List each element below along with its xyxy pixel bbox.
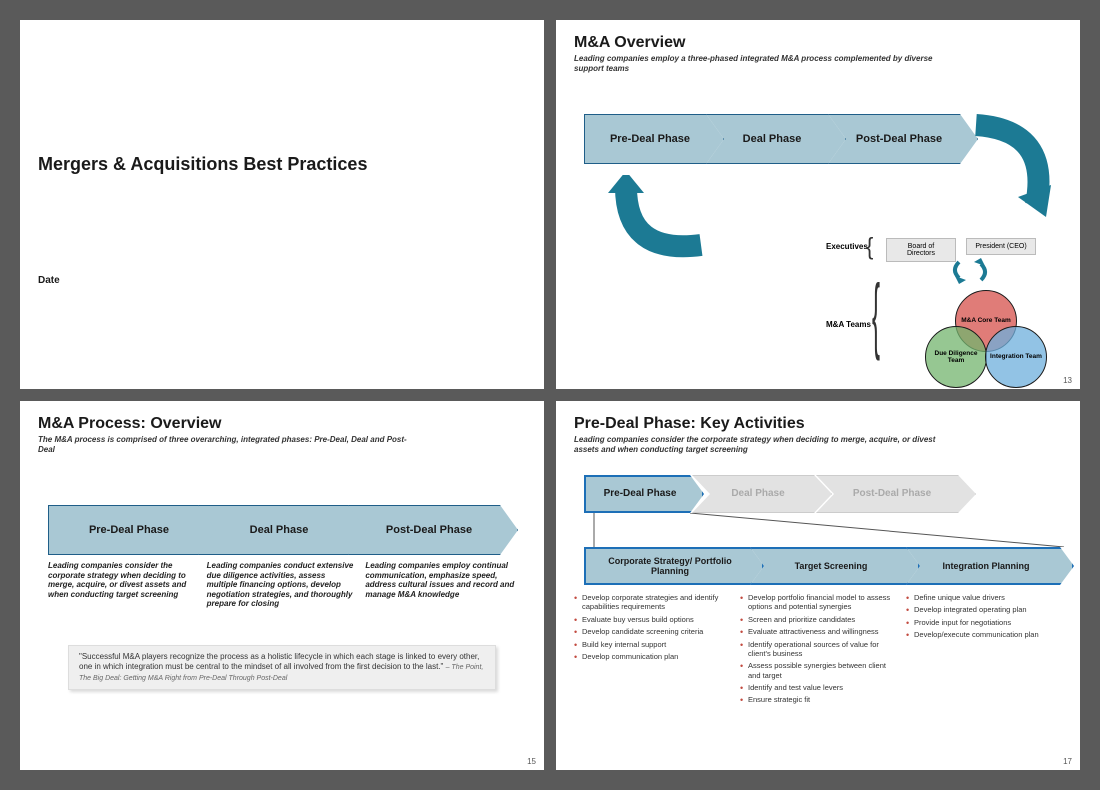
slide-title: Pre-Deal Phase: Key Activities [574,415,1062,433]
list-item: Screen and prioritize candidates [740,615,896,624]
slide-process: M&A Process: Overview The M&A process is… [20,401,544,770]
page-number: 15 [527,757,536,766]
quote-text: "Successful M&A players recognize the pr… [79,652,479,671]
venn-integration-team: Integration Team [985,326,1047,388]
chevron-corp-strategy: Corporate Strategy/ Portfolio Planning [584,547,764,585]
list-item: Evaluate attractiveness and willingness [740,627,896,636]
page-number: 13 [1063,376,1072,385]
list-item: Identify operational sources of value fo… [740,640,896,659]
slide-title: M&A Overview [574,34,1062,52]
list-item: Develop integrated operating plan [906,605,1062,614]
phase-chevrons: Pre-Deal Phase Deal Phase Post-Deal Phas… [584,114,974,164]
phase-chevrons: Pre-Deal Phase Deal Phase Post-Deal Phas… [48,505,518,555]
chevron-deal: Deal Phase [198,505,368,555]
list-item: Develop portfolio financial model to ass… [740,593,896,612]
slide-subtitle: Leading companies employ a three-phased … [574,54,954,74]
venn-diagram: M&A Core Team Due Diligence Team Integra… [911,290,1061,385]
page-number: 17 [1063,757,1072,766]
exchange-arrows-icon [951,258,991,284]
cycle-arrow-left-icon [606,175,716,270]
slide-predeal: Pre-Deal Phase: Key Activities Leading c… [556,401,1080,770]
chevron-integration-planning: Integration Planning [906,547,1074,585]
list-item: Identify and test value levers [740,683,896,692]
chevron-target-screening: Target Screening [750,547,920,585]
desc-deal: Leading companies conduct extensive due … [207,561,358,609]
slide-title: M&A Process: Overview [38,415,526,433]
slide-subtitle: The M&A process is comprised of three ov… [38,435,418,455]
list-item: Evaluate buy versus build options [574,615,730,624]
desc-postdeal: Leading companies employ continual commu… [365,561,516,609]
chevron-predeal-active: Pre-Deal Phase [584,475,704,513]
list-item: Develop/execute communication plan [906,630,1062,639]
cycle-arrow-right-icon [966,105,1061,225]
connector-lines-icon [584,513,1080,547]
exec-box-board: Board of Directors [886,238,956,262]
list-item: Provide input for negotiations [906,618,1062,627]
phase-descriptions: Leading companies consider the corporate… [38,561,526,609]
chevron-predeal: Pre-Deal Phase [584,114,724,164]
venn-dd-team: Due Diligence Team [925,326,987,388]
brace-icon: { [872,266,880,363]
list-item: Develop candidate screening criteria [574,627,730,636]
teams-label: M&A Teams [826,320,871,329]
exec-box-ceo: President (CEO) [966,238,1036,255]
deck-date: Date [38,275,526,286]
list-item: Develop corporate strategies and identif… [574,593,730,612]
phase-chevrons-top: Pre-Deal Phase Deal Phase Post-Deal Phas… [584,475,1004,513]
list-item: Build key internal support [574,640,730,649]
activity-columns: Develop corporate strategies and identif… [574,593,1062,708]
chevron-deal: Deal Phase [706,114,846,164]
list-item: Develop communication plan [574,652,730,661]
chevron-predeal: Pre-Deal Phase [48,505,218,555]
chevron-postdeal: Post-Deal Phase [828,114,978,164]
brace-icon: { [866,233,873,262]
chevron-postdeal-ghost: Post-Deal Phase [816,475,976,513]
subphase-chevrons: Corporate Strategy/ Portfolio Planning T… [584,547,1074,585]
list-item: Ensure strategic fit [740,695,896,704]
desc-predeal: Leading companies consider the corporate… [48,561,199,609]
executives-label: Executives [826,242,868,251]
list-item: Assess possible synergies between client… [740,661,896,680]
list-item: Define unique value drivers [906,593,1062,602]
slide-subtitle: Leading companies consider the corporate… [574,435,954,455]
deck-title: Mergers & Acquisitions Best Practices [38,154,526,175]
chevron-deal-ghost: Deal Phase [692,475,832,513]
slide-overview: M&A Overview Leading companies employ a … [556,20,1080,389]
col-integration-planning: Define unique value drivers Develop integ… [906,593,1062,708]
slide-title: Mergers & Acquisitions Best Practices Da… [20,20,544,389]
chevron-postdeal: Post-Deal Phase [348,505,518,555]
col-target-screening: Develop portfolio financial model to ass… [740,593,896,708]
col-corp-strategy: Develop corporate strategies and identif… [574,593,730,708]
quote-box: "Successful M&A players recognize the pr… [68,645,496,691]
